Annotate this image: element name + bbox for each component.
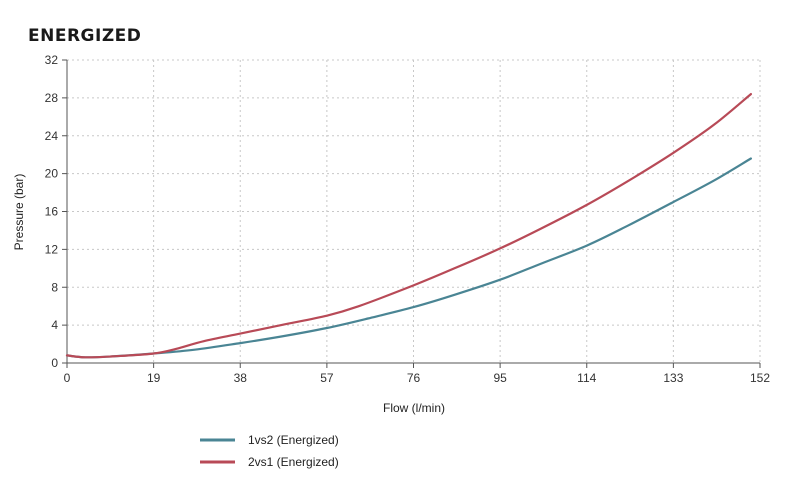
y-tick-label: 12: [45, 242, 59, 256]
legend: 1vs2 (Energized) 2vs1 (Energized): [200, 433, 339, 469]
y-tick-label: 8: [51, 280, 58, 294]
grid-lines: [67, 59, 761, 363]
x-tick-label: 38: [234, 371, 248, 385]
y-tick-label: 16: [45, 205, 59, 219]
x-tick-label: 76: [407, 371, 421, 385]
y-axis-title: Pressure (bar): [12, 174, 26, 251]
x-tick-label: 133: [663, 371, 683, 385]
y-tick-label: 32: [45, 53, 59, 67]
y-tick-label: 28: [45, 91, 59, 105]
axes: [62, 59, 761, 368]
tick-labels: 0 19 38 57 76 95 114 133 152 0 4 8 12 16 20 24 28 32: [45, 53, 771, 385]
x-tick-label: 95: [493, 371, 507, 385]
x-tick-label: 0: [64, 371, 71, 385]
x-tick-label: 152: [750, 371, 770, 385]
series-lines: [65, 93, 752, 359]
x-tick-label: 57: [320, 371, 334, 385]
x-axis-title: Flow (l/min): [383, 401, 445, 415]
legend-label-2: 2vs1 (Energized): [248, 455, 339, 469]
x-tick-label: 19: [147, 371, 161, 385]
series-line-1: [65, 157, 752, 359]
legend-label-1: 1vs2 (Energized): [248, 433, 339, 447]
y-tick-label: 4: [51, 318, 58, 332]
y-tick-label: 0: [51, 356, 58, 370]
x-tick-label: 114: [577, 371, 596, 385]
y-tick-label: 20: [45, 167, 59, 181]
chart-title: ENERGIZED: [28, 26, 142, 46]
y-tick-label: 24: [45, 129, 59, 143]
series-line-2: [65, 93, 752, 359]
